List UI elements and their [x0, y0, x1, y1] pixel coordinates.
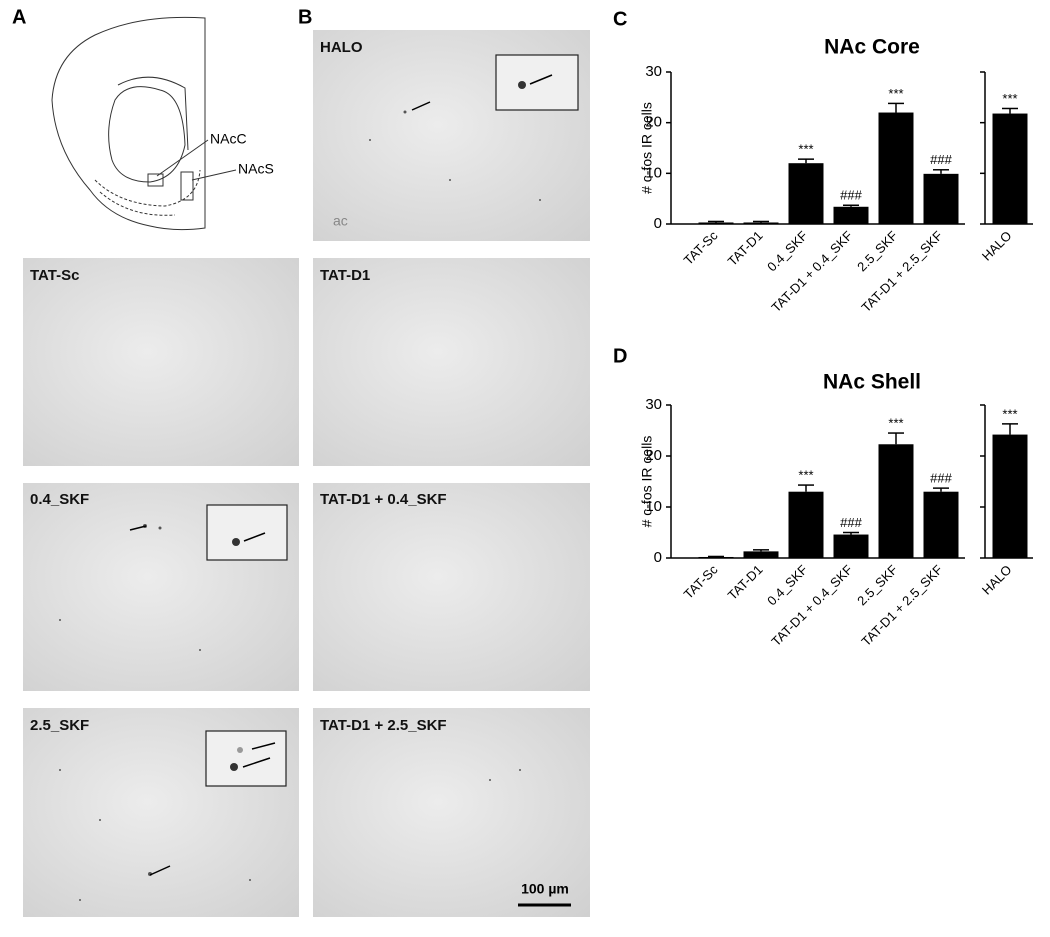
x-tick-label: TAT-D1 [725, 562, 766, 603]
bar [923, 491, 959, 558]
bar [788, 491, 824, 558]
micrograph-label: HALO [320, 39, 363, 56]
significance-label: *** [1002, 91, 1017, 106]
bar [992, 113, 1028, 224]
scale-bar-label: 100 µm [521, 881, 569, 897]
x-tick-label: 0.4_SKF [764, 562, 810, 608]
micrograph [313, 258, 590, 466]
significance-label: ### [930, 471, 952, 486]
bar [743, 222, 779, 224]
panel-label: B [298, 6, 312, 28]
micrograph-label: TAT-D1 + 2.5_SKF [320, 717, 447, 734]
significance-label: *** [798, 468, 813, 483]
bar [878, 444, 914, 558]
x-tick-label: 2.5_SKF [854, 562, 900, 608]
significance-label: *** [888, 86, 903, 101]
x-tick-label: 2.5_SKF [854, 228, 900, 274]
x-tick-label: TAT-D1 + 0.4_SKF [768, 562, 855, 649]
bar [992, 434, 1028, 558]
bar [833, 206, 869, 224]
y-tick-label: 10 [645, 164, 662, 181]
x-tick-label: HALO [979, 562, 1015, 598]
x-tick-label: TAT-D1 + 2.5_SKF [858, 228, 945, 315]
x-tick-label: TAT-D1 + 0.4_SKF [768, 228, 855, 315]
significance-label: *** [1002, 406, 1017, 421]
schematic-label: NAcS [238, 161, 274, 177]
significance-label: *** [798, 142, 813, 157]
micrograph [23, 258, 299, 466]
significance-label: ### [930, 152, 952, 167]
bar [743, 551, 779, 558]
x-tick-label: TAT-D1 [725, 228, 766, 269]
panel-label: C [613, 8, 627, 30]
bar [878, 112, 914, 224]
schematic-label: NAcC [210, 131, 247, 147]
significance-label: ### [840, 188, 862, 203]
x-tick-label: TAT-D1 + 2.5_SKF [858, 562, 945, 649]
y-tick-label: 30 [645, 396, 662, 413]
micrographs: HALO TAT-Sc TAT-D1 0.4_SKF TAT-D1 + 0.4_… [23, 30, 590, 917]
y-tick-label: 0 [654, 549, 662, 566]
micrograph-label: 2.5_SKF [30, 717, 89, 734]
bar [923, 173, 959, 224]
y-tick-label: 30 [645, 63, 662, 80]
bar [698, 556, 734, 558]
chart-title: NAc Shell [823, 371, 921, 394]
micrograph-label: TAT-D1 + 0.4_SKF [320, 491, 447, 508]
y-axis-label: # c-fos IR cells [639, 436, 655, 528]
micrograph-label: TAT-D1 [320, 267, 370, 284]
ac-label: ac [333, 213, 348, 229]
x-tick-label: TAT-Sc [681, 228, 721, 268]
brain-schematic [51, 16, 237, 231]
micrograph [313, 483, 590, 691]
y-tick-label: 10 [645, 498, 662, 515]
y-tick-label: 20 [645, 447, 662, 464]
chart-title: NAc Core [824, 36, 920, 59]
bar [833, 534, 869, 558]
x-tick-label: TAT-Sc [681, 562, 721, 602]
significance-label: *** [888, 415, 903, 430]
panel-label: A [12, 6, 26, 28]
bar [788, 163, 824, 224]
micrograph [313, 708, 590, 917]
significance-label: ### [840, 515, 862, 530]
y-tick-label: 20 [645, 114, 662, 131]
y-tick-label: 0 [654, 215, 662, 232]
y-axis-label: # c-fos IR cells [639, 102, 655, 194]
x-tick-label: 0.4_SKF [764, 228, 810, 274]
bar [698, 222, 734, 224]
x-tick-label: HALO [979, 228, 1015, 264]
micrograph-label: 0.4_SKF [30, 491, 89, 508]
panel-label: D [613, 345, 627, 367]
micrograph-label: TAT-Sc [30, 267, 79, 284]
